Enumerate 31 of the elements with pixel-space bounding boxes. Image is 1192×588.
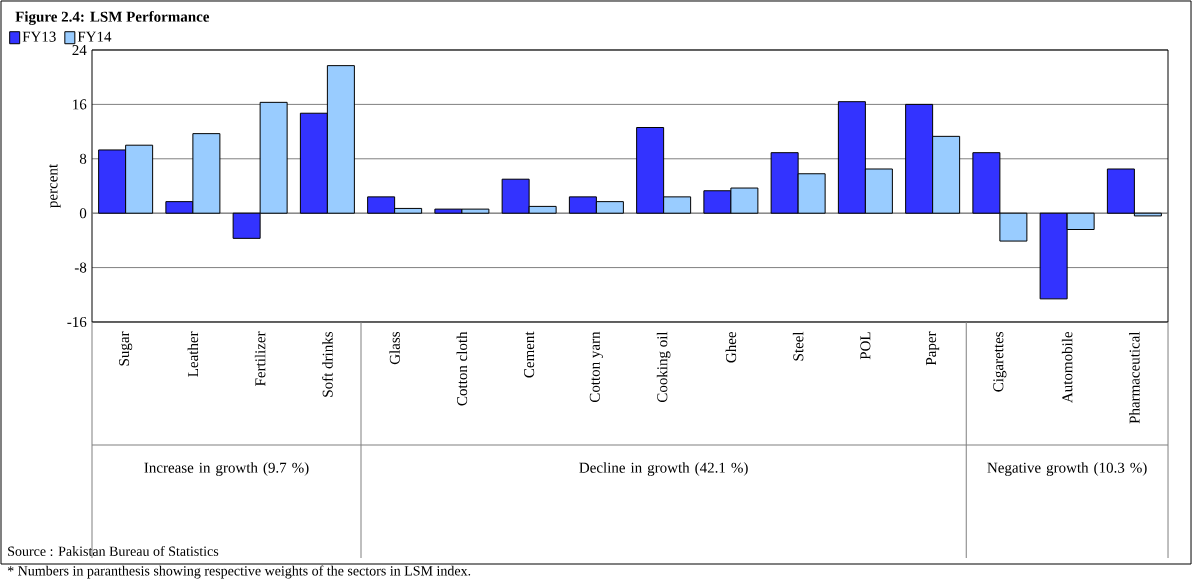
x-tick-label: Sugar — [119, 331, 133, 366]
x-tick-label: Cotton yarn — [589, 331, 603, 403]
x-tick-label: Pharmaceutical — [1129, 331, 1140, 424]
x-tick-label: Cotton cloth — [456, 331, 468, 406]
x-tick-label: Fertilizer — [254, 331, 266, 386]
x-tick-label: Ghee — [725, 331, 737, 363]
x-tick-label: Steel — [792, 331, 804, 361]
x-tick-label: POL — [860, 332, 871, 360]
chart-title: Figure 2.4: LSM Performance — [15, 11, 210, 25]
y-axis-title: percent — [48, 164, 61, 208]
y-tick-label: -8 — [74, 262, 87, 273]
y-tick-label: -16 — [67, 316, 87, 328]
x-tick-label: Cigarettes — [993, 331, 1007, 392]
y-tick-label: 16 — [73, 99, 87, 110]
text: Increase in growth (9.7 %) — [144, 462, 309, 476]
x-tick-label: Automobile — [1061, 331, 1073, 403]
x-tick-label: Glass — [389, 331, 400, 365]
y-tick-label: 0 — [79, 208, 87, 219]
x-tick-label: Soft drinks — [322, 332, 333, 397]
x-tick-label: Cooking oil — [656, 331, 671, 403]
y-tick-label: 24 — [72, 45, 87, 55]
legend-label: FY14 — [77, 31, 112, 42]
y-tick-label: 8 — [79, 153, 87, 164]
x-tick-label: Leather — [187, 331, 199, 377]
text: * Numbers in paranthesis showing respective weights of the sectors in LSM index. — [7, 565, 471, 579]
x-tick-label: Cement — [524, 331, 535, 378]
x-tick-label: Paper — [926, 331, 940, 366]
legend-label: FY13 — [22, 31, 56, 42]
text: Negative growth (10.3 %) — [987, 462, 1147, 476]
text: Decline in growth (42.1 %) — [579, 462, 748, 476]
source-note: Source : Pakistan Bureau of Statistics — [8, 545, 219, 557]
